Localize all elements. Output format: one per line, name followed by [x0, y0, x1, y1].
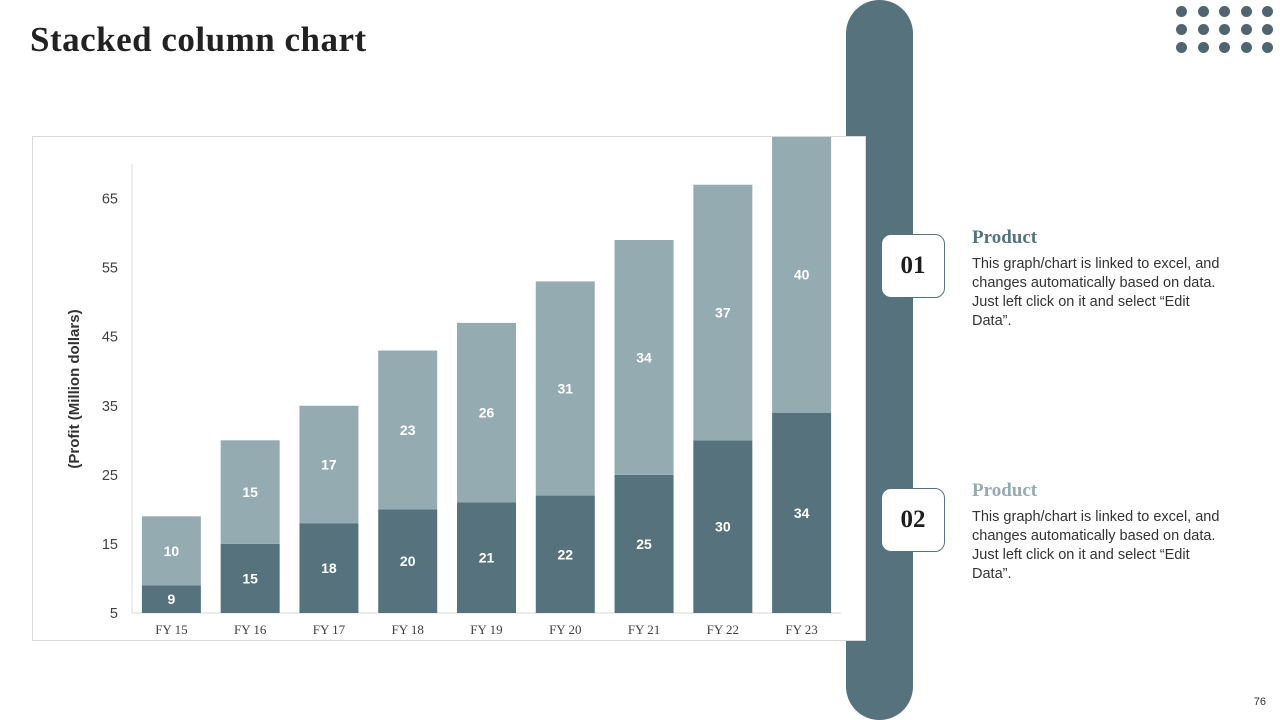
- x-tick-label: FY 22: [707, 622, 739, 637]
- decorative-dot: [1262, 6, 1273, 17]
- stacked-column-chart: 5 15 25 35 45 55 65 9 10 FY 15 15 15 FY 16 18 17 FY 17 2…: [66, 137, 841, 637]
- bar-segment-top: [299, 405, 359, 524]
- decorative-dot: [1219, 24, 1230, 35]
- data-label-top: 15: [242, 484, 258, 500]
- x-tick-label: FY 20: [549, 622, 581, 637]
- y-axis-label: (Profit (Million dollars): [66, 309, 83, 468]
- data-label-bottom: 15: [242, 570, 258, 586]
- decorative-dot: [1240, 6, 1252, 17]
- chart-frame: 5 15 25 35 45 55 65 9 10 FY 15 15 15 FY 16 18 17 FY 17 2…: [32, 136, 866, 641]
- decorative-dot: [1240, 24, 1252, 35]
- decorative-dot: [1240, 42, 1252, 53]
- data-label-bottom: 21: [479, 550, 495, 566]
- data-label-bottom: 18: [321, 560, 337, 576]
- x-tick-label: FY 19: [470, 622, 502, 637]
- bar-segment-bottom: [693, 440, 753, 613]
- data-label-top: 26: [479, 405, 495, 421]
- x-tick-label: FY 18: [392, 622, 424, 637]
- x-tick-label: FY 15: [155, 622, 187, 637]
- product-block-01: Product This graph/chart is linked to ex…: [972, 227, 1222, 331]
- slide-title: Stacked column chart: [30, 20, 367, 59]
- bar-segment-top: [614, 239, 674, 475]
- bar-segment-top: [693, 184, 753, 441]
- x-tick-label: FY 17: [313, 622, 346, 637]
- item-number-badge-02: 02: [881, 488, 945, 552]
- decorative-dot: [1262, 24, 1273, 35]
- product-title-02: Product: [972, 480, 1038, 501]
- decorative-dot: [1197, 24, 1209, 35]
- decorative-dot: [1262, 42, 1273, 53]
- data-label-top: 10: [164, 543, 180, 559]
- decorative-dot: [1219, 6, 1230, 17]
- bar-segment-bottom: [535, 495, 595, 613]
- data-label-bottom: 9: [167, 591, 175, 607]
- y-tick-label: 55: [102, 261, 118, 277]
- bar-segment-bottom: [141, 585, 201, 613]
- decorative-dot: [1176, 6, 1187, 17]
- y-tick-label: 25: [102, 468, 118, 484]
- decorative-dot: [1197, 6, 1209, 17]
- decorative-dot: [1197, 42, 1209, 53]
- y-tick-label: 65: [102, 192, 118, 208]
- bar-segment-top: [141, 516, 201, 586]
- bar-segment-bottom: [378, 509, 438, 613]
- product-description-02: This graph/chart is linked to excel, and…: [972, 509, 1220, 582]
- data-label-bottom: 20: [400, 553, 416, 569]
- product-description-01: This graph/chart is linked to excel, and…: [972, 256, 1220, 329]
- data-label-bottom: 34: [794, 505, 810, 521]
- data-label-bottom: 25: [636, 536, 652, 552]
- y-tick-label: 45: [102, 330, 118, 346]
- product-title-01: Product: [972, 227, 1038, 248]
- data-label-top: 17: [321, 456, 337, 472]
- bar-segment-bottom: [772, 412, 832, 613]
- data-label-top: 23: [400, 422, 416, 438]
- bar-segment-bottom: [614, 474, 674, 613]
- y-tick-label: 35: [102, 399, 118, 415]
- bar-segment-top: [457, 322, 516, 503]
- x-tick-label: FY 23: [785, 622, 817, 637]
- y-tick-label: 5: [110, 606, 118, 622]
- decorative-dot-grid: [1176, 6, 1280, 56]
- x-tick-label: FY 21: [628, 622, 660, 637]
- bar-segment-bottom: [457, 502, 516, 613]
- decorative-dot: [1176, 24, 1187, 35]
- page-number: 76: [1253, 696, 1266, 708]
- decorative-dot: [1219, 42, 1230, 53]
- bar-segment-bottom: [299, 523, 359, 613]
- bar-segment-top: [378, 350, 438, 510]
- x-tick-label: FY 16: [234, 622, 267, 637]
- bar-segment-top: [220, 440, 280, 544]
- bar-segment-top: [772, 137, 832, 413]
- data-label-bottom: 30: [715, 519, 731, 535]
- data-label-top: 31: [557, 381, 573, 397]
- data-label-top: 34: [636, 349, 652, 365]
- product-block-02: Product This graph/chart is linked to ex…: [972, 480, 1222, 584]
- bar-segment-top: [535, 281, 595, 496]
- decorative-dot: [1176, 42, 1187, 53]
- data-label-bottom: 22: [557, 546, 573, 562]
- data-label-top: 40: [794, 267, 810, 283]
- item-number-badge-01: 01: [881, 234, 945, 298]
- data-label-top: 37: [715, 305, 731, 321]
- bar-segment-bottom: [220, 543, 280, 613]
- y-tick-label: 15: [102, 537, 118, 553]
